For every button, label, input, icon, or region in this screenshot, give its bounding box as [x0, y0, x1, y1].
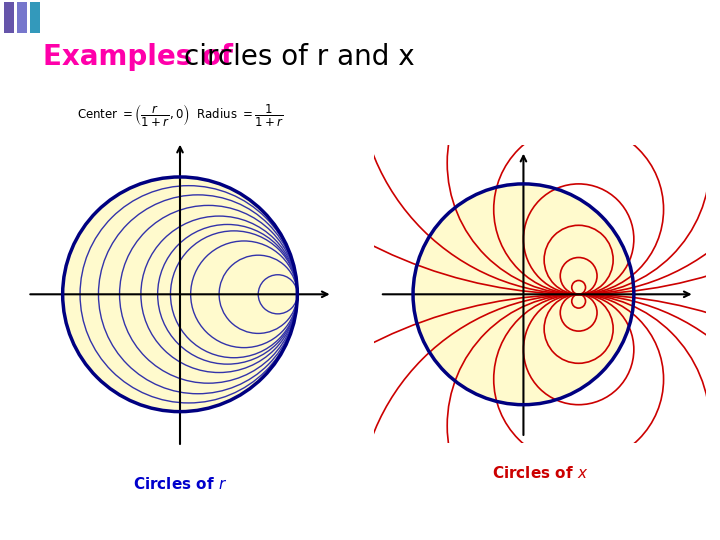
- Bar: [30, 2, 40, 33]
- Bar: [4, 2, 14, 33]
- Text: Center $= \left(\dfrac{r}{1+r}, 0\right)$  Radius $= \dfrac{1}{1+r}$: Center $= \left(\dfrac{r}{1+r}, 0\right)…: [76, 102, 284, 127]
- Circle shape: [63, 177, 297, 411]
- Text: Circles of $x$: Circles of $x$: [492, 465, 588, 482]
- Bar: [17, 2, 27, 33]
- Text: Circles of $r$: Circles of $r$: [132, 476, 228, 492]
- Text: circles of r and x: circles of r and x: [184, 43, 414, 71]
- Circle shape: [413, 184, 634, 404]
- Text: Examples of: Examples of: [43, 43, 243, 71]
